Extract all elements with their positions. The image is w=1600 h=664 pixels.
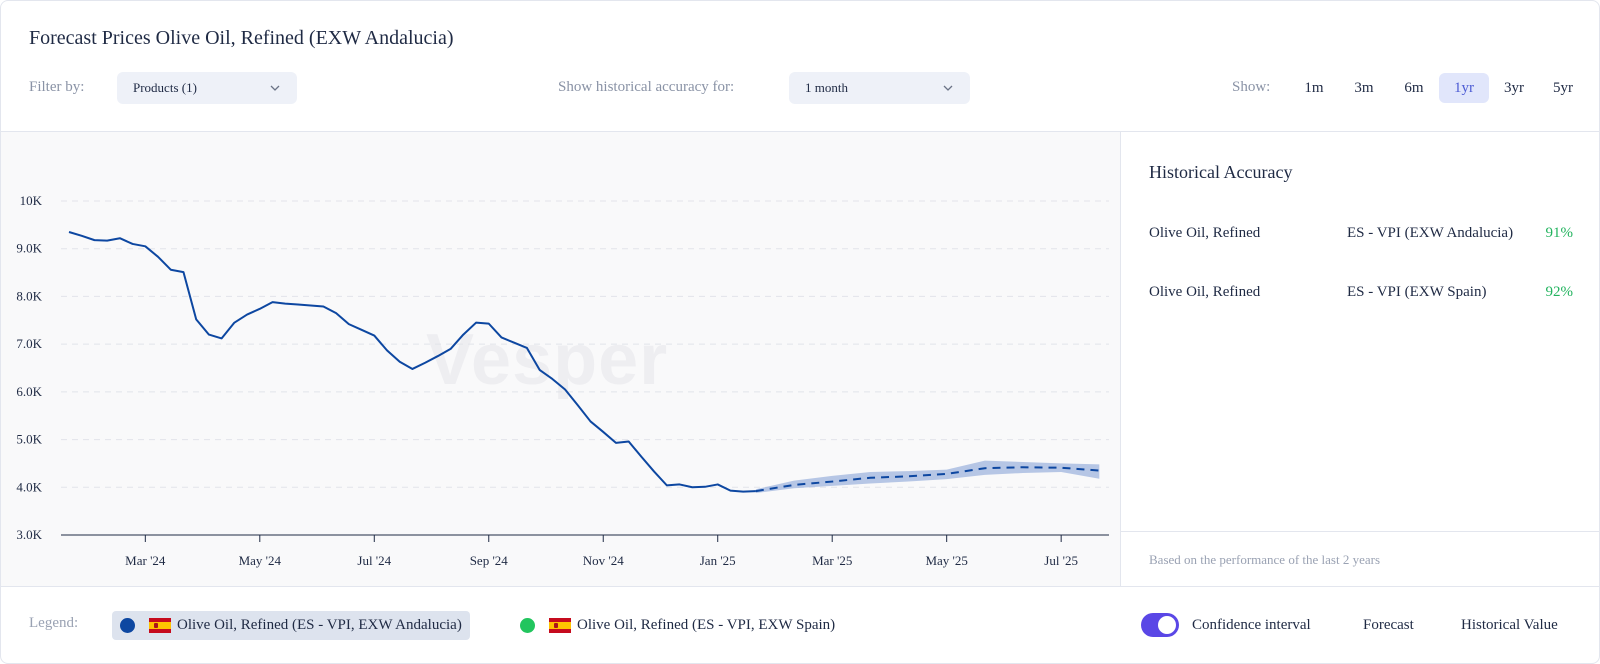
spain-flag-icon: [549, 618, 571, 633]
y-tick-label: 7.0K: [16, 336, 42, 351]
y-tick-label: 10K: [20, 193, 43, 208]
range-button-3m[interactable]: 3m: [1354, 79, 1374, 96]
spain-flag-icon: [149, 618, 171, 633]
header-divider: [1, 131, 1599, 132]
accuracy-note: Based on the performance of the last 2 y…: [1149, 552, 1381, 567]
legend-item-label: Olive Oil, Refined (ES - VPI, EXW Andalu…: [177, 617, 462, 633]
range-button-1yr[interactable]: 1yr: [1439, 73, 1489, 103]
chevron-down-icon: [270, 85, 280, 91]
confidence-interval-toggle[interactable]: [1141, 613, 1179, 637]
page-title: Forecast Prices Olive Oil, Refined (EXW …: [29, 27, 454, 49]
products-select[interactable]: Products (1): [117, 72, 297, 104]
accuracy-product: Olive Oil, Refined: [1149, 284, 1261, 300]
legend-item-label: Olive Oil, Refined (ES - VPI, EXW Spain): [577, 617, 836, 633]
x-tick-label: Nov '24: [583, 553, 624, 568]
y-tick-label: 3.0K: [16, 527, 42, 542]
accuracy-value: 92%: [1545, 284, 1574, 300]
accuracy-period-value: 1 month: [805, 80, 848, 95]
forecast-line: [755, 466, 1100, 493]
historical-value-legend-label[interactable]: Historical Value: [1461, 617, 1558, 633]
panel-divider: [1120, 132, 1121, 586]
legend-label: Legend:: [29, 615, 79, 631]
confidence-band: [755, 460, 1100, 494]
show-label: Show:: [1232, 79, 1271, 95]
price-chart[interactable]: 3.0K 4.0K 5.0K 6.0K 7.0K 8.0K 9.0K 10K Mar '24 Ma…: [1, 132, 1120, 586]
historical-line: [68, 231, 756, 493]
forecast-legend-label[interactable]: Forecast: [1363, 617, 1414, 633]
x-tick-label: Sep '24: [470, 553, 509, 568]
accuracy-product: Olive Oil, Refined: [1149, 225, 1261, 241]
x-tick-label: Mar '24: [125, 553, 166, 568]
y-tick-label: 8.0K: [16, 288, 42, 303]
confidence-interval-label: Confidence interval: [1192, 617, 1311, 633]
range-button-3yr[interactable]: 3yr: [1504, 79, 1524, 96]
accuracy-divider: [1121, 531, 1599, 532]
series-color-dot: [120, 618, 135, 633]
range-button-6m[interactable]: 6m: [1404, 79, 1424, 96]
range-button-5yr[interactable]: 5yr: [1553, 79, 1573, 96]
y-tick-label: 9.0K: [16, 241, 42, 256]
legend-divider: [1, 586, 1599, 587]
legend-item-andalucia[interactable]: Olive Oil, Refined (ES - VPI, EXW Andalu…: [112, 611, 470, 640]
x-tick-label: May '25: [925, 553, 967, 568]
y-tick-label: 6.0K: [16, 384, 42, 399]
watermark-logo: Vesper: [426, 320, 669, 400]
accuracy-source: ES - VPI (EXW Spain): [1347, 284, 1487, 300]
accuracy-title: Historical Accuracy: [1149, 162, 1293, 182]
legend-item-spain[interactable]: Olive Oil, Refined (ES - VPI, EXW Spain): [512, 611, 843, 640]
x-tick-label: May '24: [239, 553, 282, 568]
accuracy-period-select[interactable]: 1 month: [789, 72, 970, 104]
chart-area: [1, 132, 1120, 586]
y-tick-label: 5.0K: [16, 432, 42, 447]
accuracy-value: 91%: [1545, 225, 1574, 241]
x-tick-label: Jan '25: [700, 553, 736, 568]
products-select-value: Products (1): [133, 80, 197, 95]
series-color-dot: [520, 618, 535, 633]
y-tick-label: 4.0K: [16, 479, 42, 494]
x-tick-label: Jul '25: [1044, 553, 1078, 568]
range-button-1m[interactable]: 1m: [1304, 79, 1324, 96]
historical-accuracy-label: Show historical accuracy for:: [558, 79, 735, 95]
toggle-knob: [1158, 616, 1176, 634]
x-tick-label: Jul '24: [357, 553, 391, 568]
filter-label: Filter by:: [29, 79, 85, 95]
chevron-down-icon: [943, 85, 953, 91]
accuracy-source: ES - VPI (EXW Andalucia): [1347, 225, 1514, 241]
x-tick-label: Mar '25: [812, 553, 852, 568]
